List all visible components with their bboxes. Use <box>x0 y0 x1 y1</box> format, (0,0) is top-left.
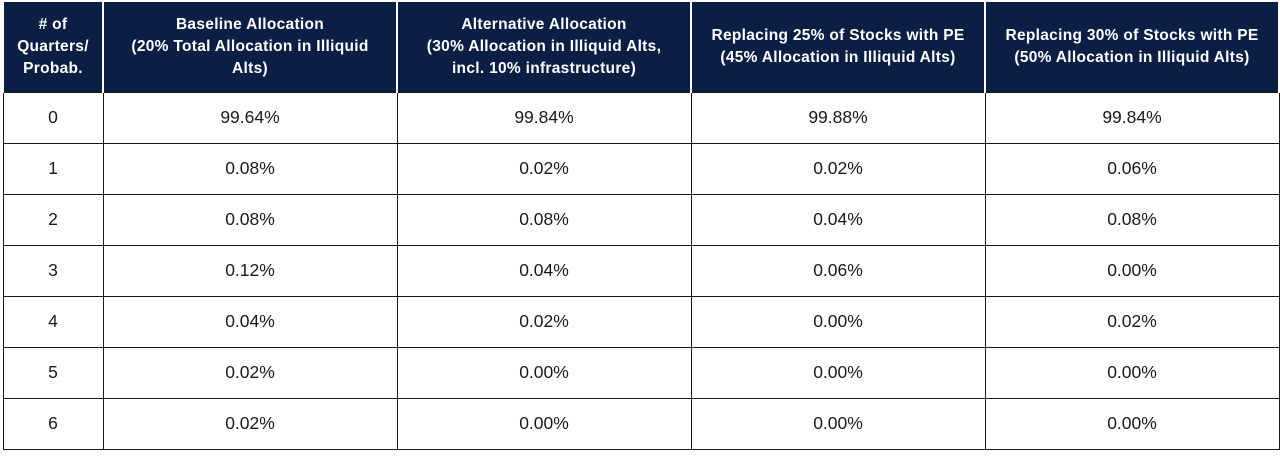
baseline-cell: 0.02% <box>102 346 398 399</box>
baseline-cell: 0.12% <box>102 244 398 297</box>
replace-25-cell: 99.88% <box>690 91 986 144</box>
header-line: (45% Allocation in Illiquid Alts) <box>720 48 956 66</box>
header-line: Replacing 30% of Stocks with PE <box>1005 26 1259 44</box>
table-row: 2 0.08% 0.08% 0.04% 0.08% <box>2 193 1280 246</box>
quarters-cell: 2 <box>2 193 104 246</box>
replace-30-cell: 0.00% <box>984 397 1280 450</box>
alternative-cell: 0.04% <box>396 244 692 297</box>
table-row: 0 99.64% 99.84% 99.88% 99.84% <box>2 91 1280 144</box>
quarters-cell: 5 <box>2 346 104 399</box>
replace-30-cell: 0.02% <box>984 295 1280 348</box>
replace-30-cell: 0.08% <box>984 193 1280 246</box>
header-line: Probab. <box>23 59 83 77</box>
header-line: Baseline Allocation <box>175 15 325 33</box>
replace-30-cell: 0.00% <box>984 346 1280 399</box>
replace-25-cell: 0.00% <box>690 346 986 399</box>
baseline-cell: 99.64% <box>102 91 398 144</box>
baseline-cell: 0.08% <box>102 142 398 195</box>
baseline-cell: 0.02% <box>102 397 398 450</box>
header-row: # of Quarters/ Probab. Baseline Allocati… <box>2 2 1280 92</box>
alternative-cell: 99.84% <box>396 91 692 144</box>
replace-30-cell: 0.06% <box>984 142 1280 195</box>
baseline-cell: 0.04% <box>102 295 398 348</box>
replace-30-cell: 99.84% <box>984 91 1280 144</box>
probability-table: # of Quarters/ Probab. Baseline Allocati… <box>2 2 1280 450</box>
quarters-cell: 1 <box>2 142 104 195</box>
replace-25-cell: 0.06% <box>690 244 986 297</box>
baseline-cell: 0.08% <box>102 193 398 246</box>
header-line: (20% Total Allocation in Illiquid <box>131 37 369 55</box>
alternative-cell: 0.00% <box>396 346 692 399</box>
header-line: Alternative Allocation <box>461 15 627 33</box>
header-line: (50% Allocation in Illiquid Alts) <box>1014 48 1250 66</box>
replace-25-cell: 0.04% <box>690 193 986 246</box>
alternative-cell: 0.00% <box>396 397 692 450</box>
header-line: Replacing 25% of Stocks with PE <box>711 26 965 44</box>
header-line: (30% Allocation in Illiquid Alts, <box>426 37 662 55</box>
table-row: 6 0.02% 0.00% 0.00% 0.00% <box>2 397 1280 450</box>
header-line: incl. 10% infrastructure) <box>451 59 637 77</box>
header-replacing-30-pe: Replacing 30% of Stocks with PE (50% All… <box>984 2 1280 92</box>
header-line: Quarters/ <box>17 37 89 55</box>
alternative-cell: 0.08% <box>396 193 692 246</box>
header-quarters: # of Quarters/ Probab. <box>2 2 104 92</box>
header-line: # of <box>38 15 68 33</box>
table-row: 3 0.12% 0.04% 0.06% 0.00% <box>2 244 1280 297</box>
replace-30-cell: 0.00% <box>984 244 1280 297</box>
replace-25-cell: 0.02% <box>690 142 986 195</box>
header-baseline-allocation: Baseline Allocation (20% Total Allocatio… <box>102 2 398 92</box>
quarters-cell: 6 <box>2 397 104 450</box>
quarters-cell: 0 <box>2 91 104 144</box>
table-row: 5 0.02% 0.00% 0.00% 0.00% <box>2 346 1280 399</box>
header-replacing-25-pe: Replacing 25% of Stocks with PE (45% All… <box>690 2 986 92</box>
quarters-cell: 4 <box>2 295 104 348</box>
alternative-cell: 0.02% <box>396 142 692 195</box>
replace-25-cell: 0.00% <box>690 295 986 348</box>
header-line: Alts) <box>232 59 268 77</box>
header-alternative-allocation: Alternative Allocation (30% Allocation i… <box>396 2 692 92</box>
table-row: 1 0.08% 0.02% 0.02% 0.06% <box>2 142 1280 195</box>
table-row: 4 0.04% 0.02% 0.00% 0.02% <box>2 295 1280 348</box>
replace-25-cell: 0.00% <box>690 397 986 450</box>
alternative-cell: 0.02% <box>396 295 692 348</box>
quarters-cell: 3 <box>2 244 104 297</box>
